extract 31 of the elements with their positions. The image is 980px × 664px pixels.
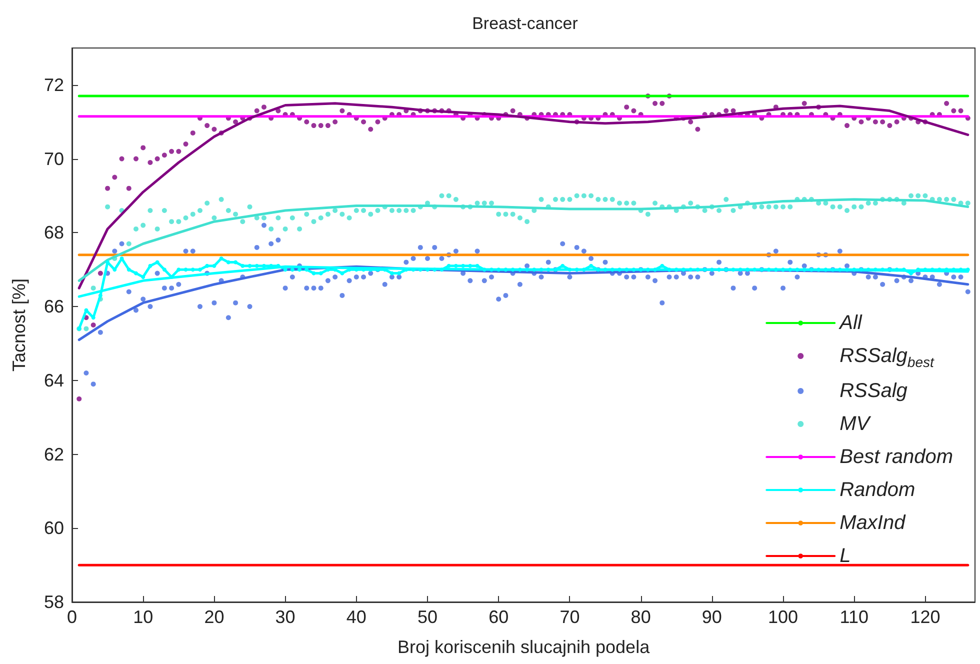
x-tick-label: 120 (910, 607, 940, 627)
x-tick-label: 30 (275, 607, 296, 627)
legend-label: RSSalg (840, 380, 908, 402)
y-tick-label: 60 (44, 518, 64, 538)
legend-label: Random (840, 479, 916, 501)
x-tick-label: 20 (204, 607, 224, 627)
x-tick-label: 100 (768, 607, 798, 627)
x-tick-label: 60 (488, 607, 509, 627)
y-tick-label: 72 (44, 74, 64, 95)
y-tick-label: 68 (44, 222, 64, 243)
legend-label: L (840, 545, 851, 567)
legend-label: MV (840, 413, 872, 435)
x-tick-label: 110 (840, 607, 868, 627)
x-tick-label: 90 (702, 607, 722, 627)
x-tick-label: 10 (133, 607, 154, 627)
y-tick-label: 62 (44, 444, 64, 464)
y-axis-title: Tacnost [%] (9, 278, 29, 372)
y-tick-label: 58 (44, 592, 64, 612)
legend-label: MaxInd (840, 512, 906, 534)
x-tick-label: 40 (346, 607, 366, 627)
y-tick-label: 64 (44, 370, 64, 390)
legend-label: Best random (840, 446, 953, 468)
legend-label: All (838, 312, 862, 334)
y-tick-label: 70 (44, 148, 64, 169)
x-tick-label: 50 (417, 607, 438, 627)
y-tick-label: 66 (44, 296, 64, 317)
x-axis-title: Broj koriscenih slucajnih podela (397, 637, 651, 657)
x-tick-label: 80 (630, 607, 651, 627)
chart-title: Breast-cancer (472, 14, 578, 33)
x-tick-label: 70 (560, 607, 580, 627)
x-tick-label: 0 (66, 607, 78, 627)
